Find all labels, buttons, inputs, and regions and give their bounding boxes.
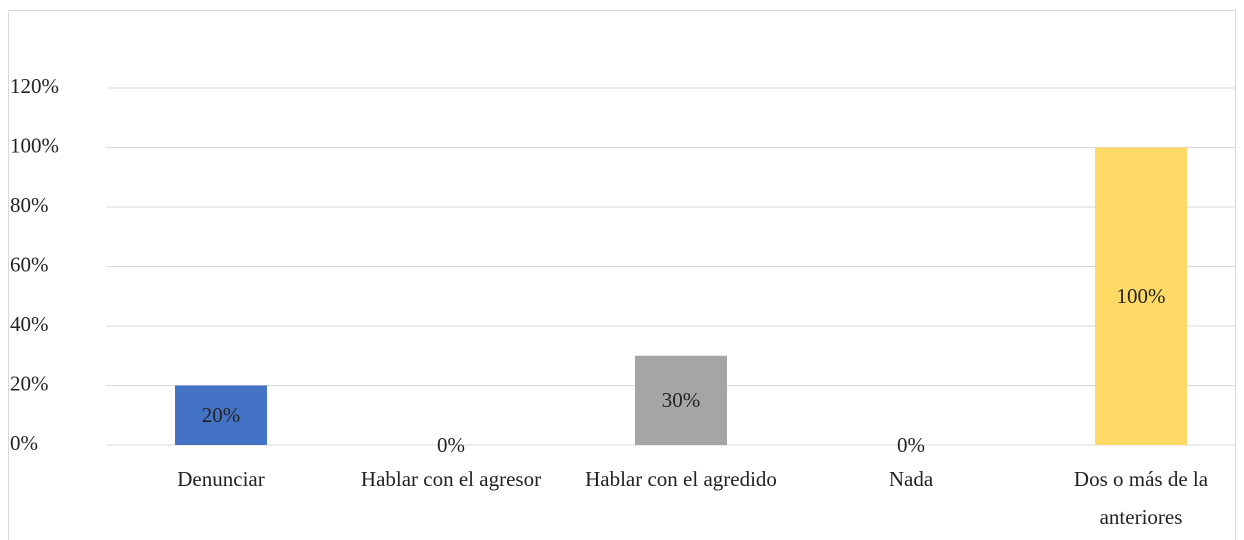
y-tick-label: 120% [10, 74, 59, 98]
bar [635, 355, 727, 445]
y-tick-label: 100% [10, 133, 59, 157]
value-label: 0% [437, 433, 465, 457]
bar [1095, 147, 1187, 445]
x-tick-label: Denunciar [177, 467, 265, 491]
x-tick-label: Hablar con el agredido [585, 467, 777, 491]
value-label: 20% [202, 403, 241, 427]
y-tick-label: 80% [10, 193, 49, 217]
chart-frame [8, 10, 1236, 540]
value-label: 0% [897, 433, 925, 457]
x-tick-label: Hablar con el agresor [360, 467, 542, 491]
bar [175, 385, 267, 445]
y-tick-label: 0% [10, 431, 38, 455]
value-label: 30% [662, 388, 701, 412]
x-tick-label: Dos o más de la anteriores [1073, 467, 1209, 529]
y-tick-label: 60% [10, 252, 49, 276]
value-label: 100% [1117, 284, 1166, 308]
y-tick-label: 20% [10, 371, 49, 395]
x-tick-label: Nada [888, 467, 934, 491]
y-tick-label: 40% [10, 312, 49, 336]
